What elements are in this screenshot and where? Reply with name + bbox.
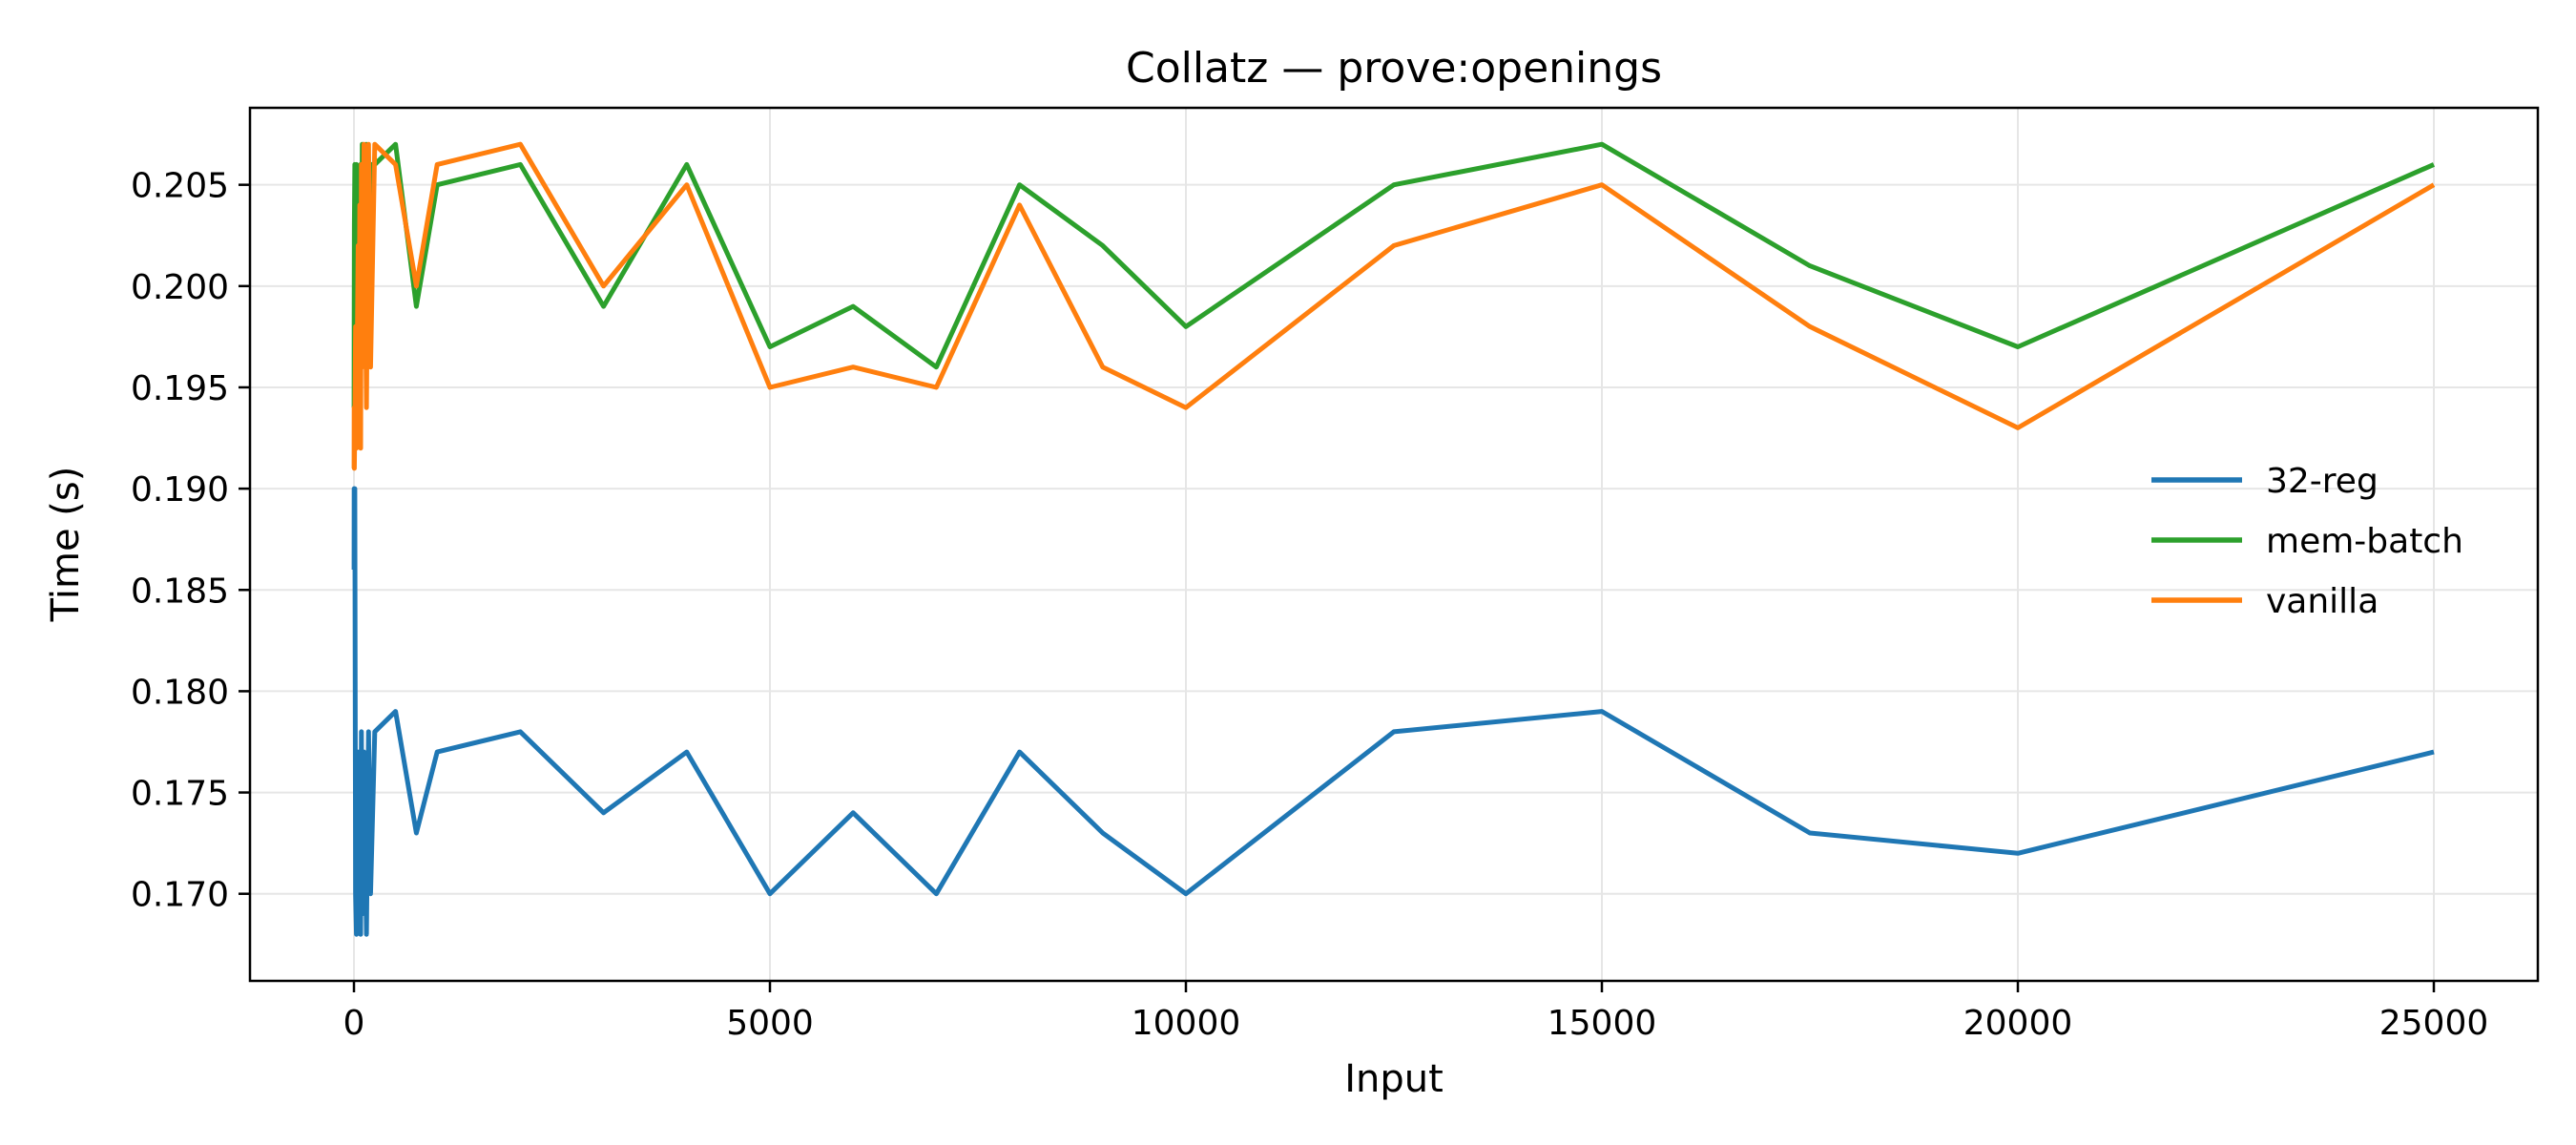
y-tick-label: 0.190 bbox=[131, 470, 229, 510]
x-tick-label: 5000 bbox=[726, 1004, 814, 1043]
x-tick-label: 10000 bbox=[1132, 1004, 1241, 1043]
x-tick-label: 25000 bbox=[2379, 1004, 2489, 1043]
legend-label-vanilla: vanilla bbox=[2266, 582, 2379, 621]
y-tick-label: 0.185 bbox=[131, 572, 229, 611]
y-tick-label: 0.180 bbox=[131, 673, 229, 712]
y-tick-label: 0.205 bbox=[131, 167, 229, 206]
y-axis-ticks: 0.170 0.175 0.180 0.185 0.190 0.195 0.200 0.205 bbox=[131, 167, 250, 915]
series-line-32-reg bbox=[351, 486, 2435, 937]
series-line-vanilla bbox=[351, 141, 2436, 471]
plot-frame bbox=[248, 106, 2540, 983]
y-axis-label: Time (s) bbox=[44, 467, 88, 623]
y-tick-label: 0.170 bbox=[131, 876, 229, 915]
x-tick-label: 15000 bbox=[1548, 1004, 1657, 1043]
chart-title: Collatz — prove:openings bbox=[1126, 44, 1662, 93]
grid-lines bbox=[250, 108, 2538, 981]
x-axis-label: Input bbox=[1344, 1057, 1444, 1101]
legend-label-32-reg: 32-reg bbox=[2266, 462, 2379, 501]
y-tick-label: 0.175 bbox=[131, 775, 229, 814]
x-tick-label: 20000 bbox=[1963, 1004, 2073, 1043]
series-lines bbox=[351, 141, 2436, 937]
y-tick-label: 0.200 bbox=[131, 268, 229, 307]
x-tick-label: 0 bbox=[343, 1004, 365, 1043]
legend: 32-reg mem-batch vanilla bbox=[2151, 462, 2463, 621]
legend-label-mem-batch: mem-batch bbox=[2266, 522, 2463, 561]
y-tick-label: 0.195 bbox=[131, 369, 229, 408]
x-axis-ticks: 0 5000 10000 15000 20000 25000 bbox=[343, 981, 2489, 1043]
